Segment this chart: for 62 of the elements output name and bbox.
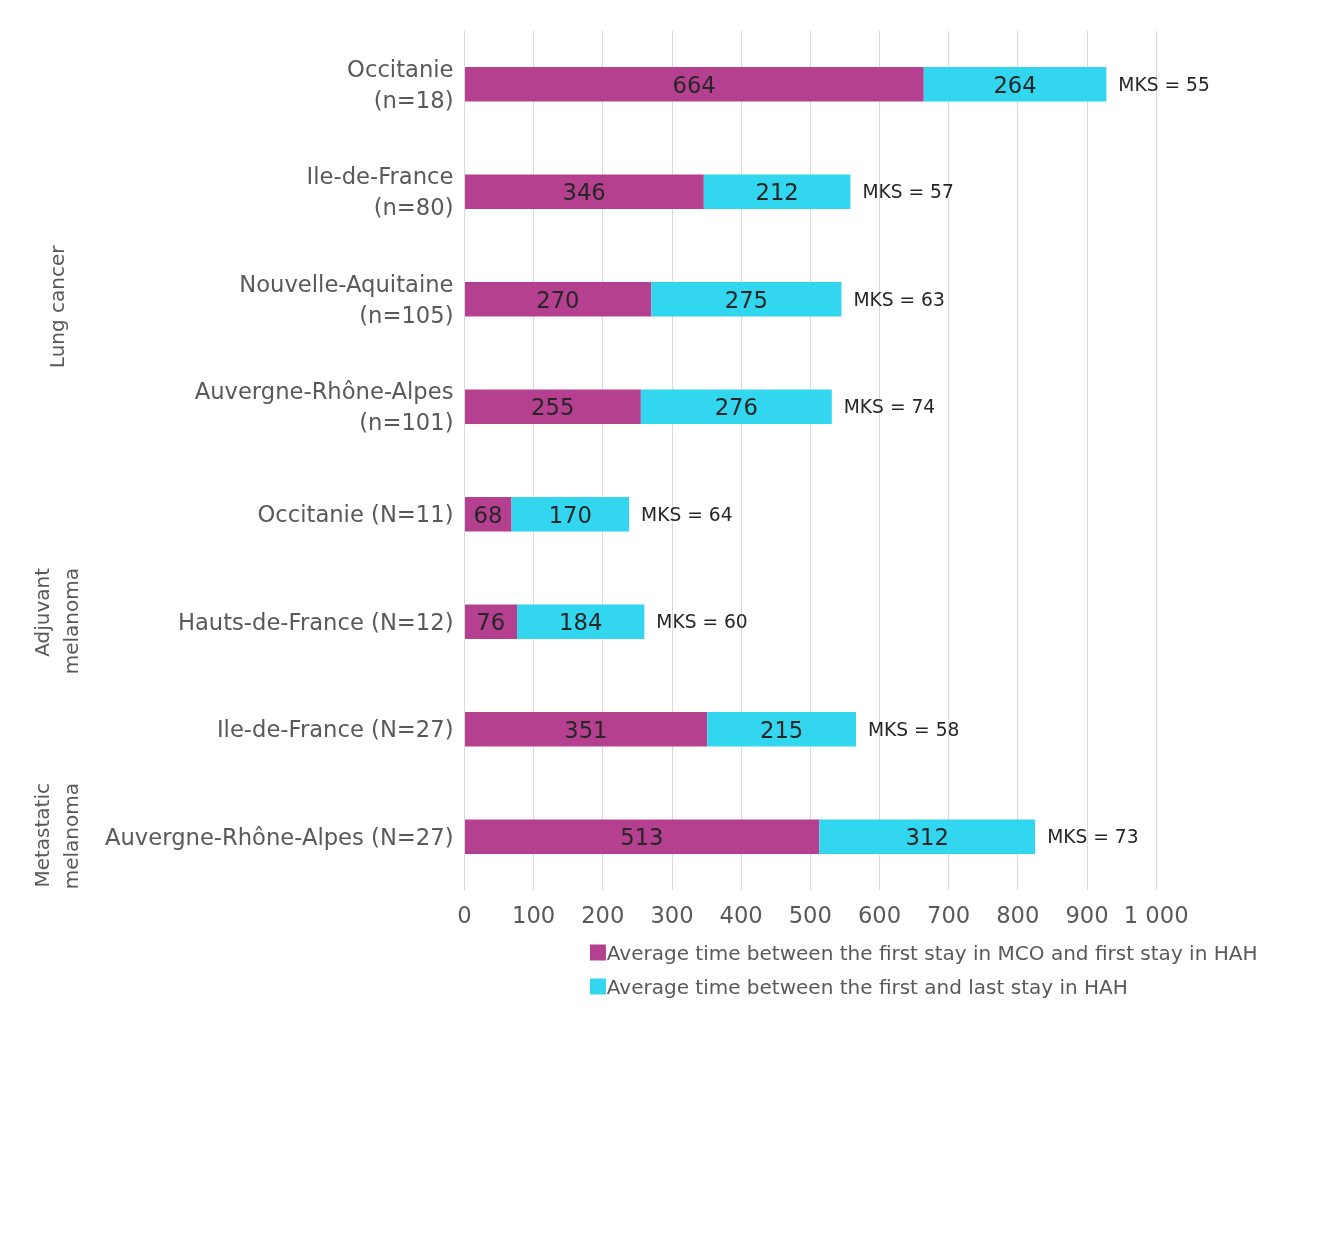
annotation: MKS = 55 xyxy=(1118,73,1210,95)
data-label: 212 xyxy=(755,179,799,206)
data-label: 270 xyxy=(536,286,580,313)
bar xyxy=(511,497,630,532)
x-tick-label: 200 xyxy=(581,901,625,928)
y-tick-label: Occitanie (N=11) xyxy=(257,501,454,528)
bar xyxy=(819,819,1036,854)
bar xyxy=(464,389,641,424)
data-label: 664 xyxy=(672,71,716,98)
data-label: 351 xyxy=(564,716,608,743)
bar xyxy=(464,174,704,209)
data-label: 255 xyxy=(531,394,575,421)
annotation: MKS = 57 xyxy=(862,181,954,203)
x-tick-label: 500 xyxy=(788,901,832,928)
bar xyxy=(923,67,1107,102)
y-tick-label: Ile-de-France (N=27) xyxy=(216,716,454,743)
y-tick-label: Hauts-de-France (N=12) xyxy=(177,608,454,635)
data-label: 346 xyxy=(562,179,606,206)
bar xyxy=(707,712,856,747)
bar xyxy=(464,67,924,102)
data-label: 513 xyxy=(620,824,664,851)
x-tick-label: 300 xyxy=(650,901,694,928)
data-label: 76 xyxy=(476,609,506,636)
y-tick-label: Ile-de-France (n=80) xyxy=(306,163,454,221)
x-tick-label: 700 xyxy=(927,901,971,928)
bar xyxy=(464,282,652,317)
x-tick-label: 1 000 xyxy=(1123,901,1189,928)
annotation: MKS = 73 xyxy=(1047,826,1139,848)
bar xyxy=(651,282,842,317)
data-label: 275 xyxy=(724,286,768,313)
x-tick-label: 800 xyxy=(996,901,1040,928)
bar xyxy=(464,712,708,747)
x-tick-label: 0 xyxy=(457,901,472,928)
y-tick-label: Nouvelle-Aquitaine (n=105) xyxy=(239,270,454,328)
data-label: 264 xyxy=(993,71,1037,98)
bar xyxy=(640,389,832,424)
annotation: MKS = 63 xyxy=(853,288,945,310)
bar xyxy=(517,604,645,639)
x-tick-label: 400 xyxy=(719,901,763,928)
y-tick-label: Occitanie (n=18) xyxy=(347,55,454,113)
bar xyxy=(464,819,820,854)
x-tick-label: 600 xyxy=(857,901,902,928)
legend-label: Average time between the first and last stay in HAH xyxy=(606,974,1128,999)
data-label: 184 xyxy=(559,609,603,636)
data-label: 312 xyxy=(905,824,949,851)
text: Metastatic melanoma xyxy=(30,782,83,890)
x-tick-label: 100 xyxy=(512,901,556,928)
annotation: MKS = 58 xyxy=(867,718,960,740)
data-label: 215 xyxy=(760,716,804,743)
y-tick-label: Auvergne-Rhône-Alpes (N=27) xyxy=(105,823,454,850)
data-label: 68 xyxy=(473,501,503,528)
annotation: MKS = 60 xyxy=(656,611,748,633)
data-label: 276 xyxy=(714,394,758,421)
bar xyxy=(703,174,851,209)
annotation: MKS = 74 xyxy=(843,396,936,418)
x-tick-label: 900 xyxy=(1065,901,1109,928)
legend-label: Average time between the first stay in MCO and first stay in HAH xyxy=(606,940,1258,965)
data-label: 170 xyxy=(548,501,592,528)
text: Adjuvant melanoma xyxy=(30,567,83,675)
y-tick-label: Auvergne-Rhône-Alpes (n=101) xyxy=(194,378,454,436)
text: Lung cancer xyxy=(44,244,69,369)
annotation: MKS = 64 xyxy=(641,503,733,525)
